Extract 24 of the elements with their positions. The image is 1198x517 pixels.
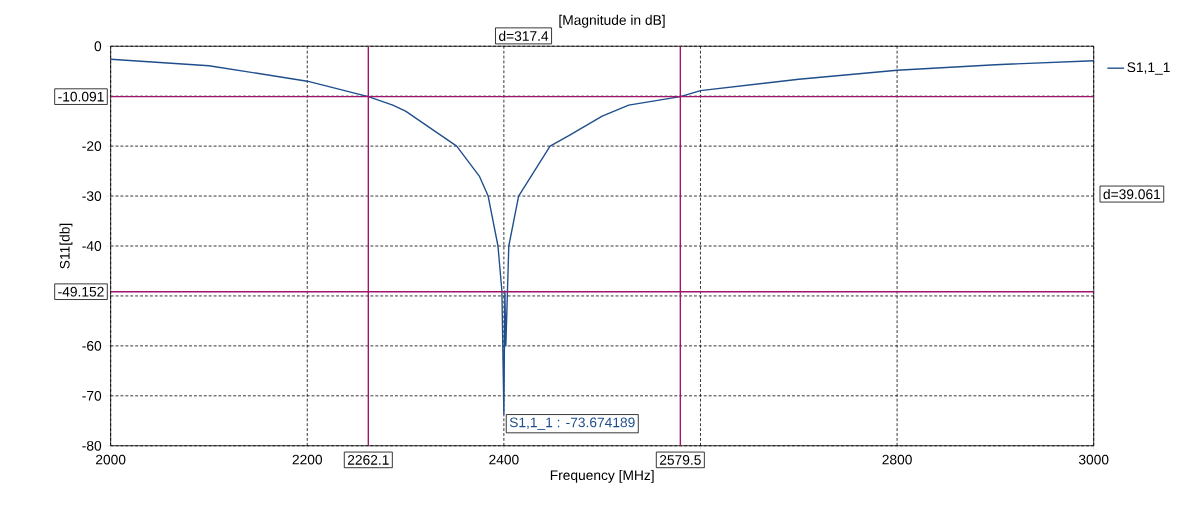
y-tick-label: -80	[82, 441, 102, 451]
y-tick-label: -30	[82, 191, 102, 202]
text: d=39.061	[1103, 189, 1161, 200]
y-tick-label: -60	[82, 341, 102, 351]
ref-line-label: 2579.5	[659, 455, 701, 465]
ref-line-label: -10.091	[58, 91, 104, 102]
ref-line-label: -49.152	[58, 287, 104, 297]
x-tick-label: 2000	[96, 454, 126, 465]
ref-line-label: 2262.1	[347, 455, 389, 465]
x-tick-label: 2200	[292, 454, 323, 465]
x-tick-label: 2800	[882, 454, 912, 465]
legend-label: S1,1_1	[1127, 62, 1170, 75]
line-series	[109, 58, 1095, 416]
x-tick-label: 3000	[1078, 454, 1109, 465]
y-tick-label: -40	[82, 241, 102, 252]
x-axis-title: Frequency [MHz]	[550, 470, 654, 483]
annotation: S1,1_1 : -73.674189	[509, 417, 635, 431]
chart-title: [Magnitude in dB]	[559, 15, 665, 28]
y-tick-label: 0	[94, 41, 102, 52]
text: d=317.4	[499, 31, 549, 42]
y-axis-title: S11[db]	[59, 223, 73, 269]
y-tick-label: -70	[82, 391, 102, 401]
y-tick-label: -20	[82, 141, 102, 152]
x-tick-label: 2400	[489, 454, 519, 465]
